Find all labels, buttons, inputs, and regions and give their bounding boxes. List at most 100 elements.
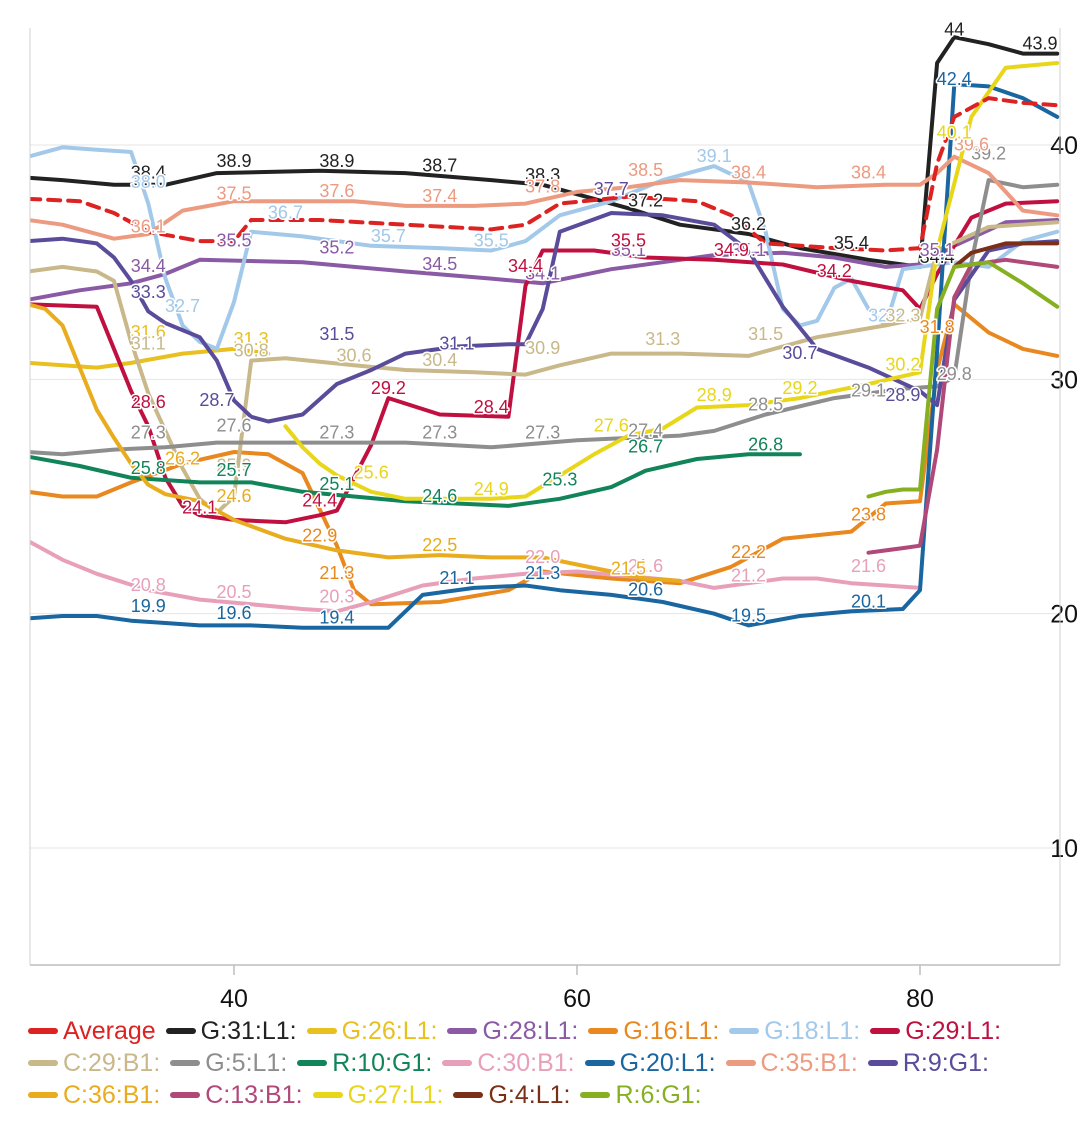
- legend-item[interactable]: G:16:L1:: [588, 1016, 719, 1046]
- data-label: 20.3: [319, 587, 354, 607]
- legend-item[interactable]: R:10:G1:: [297, 1048, 432, 1078]
- legend-label: C:29:B1:: [63, 1049, 161, 1077]
- legend-label: G:27:L1:: [347, 1081, 444, 1109]
- legend-label: G:31:L1:: [200, 1017, 297, 1045]
- legend-label: C:30:B1:: [477, 1049, 575, 1077]
- series-line-g-20-l1: [30, 82, 1060, 630]
- series-line-c-36-b1: [30, 302, 682, 583]
- legend-item[interactable]: G:5:L1:: [170, 1048, 287, 1078]
- legend-item[interactable]: G:20:L1:: [584, 1048, 716, 1078]
- data-label: 19.9: [131, 596, 166, 616]
- data-label: 34.5: [422, 254, 457, 274]
- data-label: 20.8: [131, 575, 166, 595]
- legend-label: G:26:L1:: [341, 1017, 438, 1045]
- data-label: 39.2: [971, 144, 1006, 164]
- data-label: 35.7: [371, 226, 406, 246]
- data-label: 38.5: [628, 160, 663, 180]
- legend-item[interactable]: Average: [28, 1016, 156, 1046]
- data-label: 26.8: [748, 434, 783, 454]
- data-label: 39.6: [954, 134, 989, 154]
- data-label: 36.2: [731, 214, 766, 234]
- legend-item[interactable]: C:13:B1:: [170, 1080, 303, 1110]
- data-label: 34.4: [920, 247, 955, 267]
- data-label: 27.3: [525, 423, 560, 443]
- data-label: 25.8: [131, 458, 166, 478]
- data-label: 37.8: [525, 177, 560, 197]
- legend-item[interactable]: G:26:L1:: [306, 1016, 438, 1046]
- data-label: 19.5: [731, 605, 766, 625]
- legend-swatch: [442, 1060, 473, 1066]
- legend-item[interactable]: G:4:L1:: [453, 1080, 570, 1110]
- line-chart: 38.4 38.9 38.9 38.7 38.3 37.2 36.2 35.4 34.4 44 43…: [29, 18, 1078, 1010]
- legend-swatch: [580, 1092, 611, 1098]
- data-label: 38.4: [851, 162, 886, 182]
- data-label: 40.1: [937, 123, 972, 143]
- legend-item[interactable]: R:9:G1:: [867, 1048, 989, 1078]
- legend-label: G:4:L1:: [488, 1081, 571, 1109]
- data-label: 32.3: [885, 305, 920, 325]
- legend-item[interactable]: G:18:L1:: [729, 1016, 860, 1046]
- data-label: 31.3: [234, 329, 269, 349]
- series-line-g-29-l1: [30, 199, 1060, 525]
- data-label: 32.3: [868, 305, 903, 325]
- legend-label: C:36:B1:: [63, 1081, 161, 1109]
- legend-label: G:28:L1:: [482, 1017, 579, 1045]
- data-label: 30.8: [234, 341, 269, 361]
- legend-swatch: [28, 1028, 58, 1034]
- data-label: 28.4: [474, 397, 509, 417]
- data-label: 30.4: [422, 350, 457, 370]
- data-label: 24.6: [216, 486, 251, 506]
- data-label: 27.6: [216, 416, 251, 436]
- data-label: 38.3: [525, 165, 560, 185]
- axes: 10 20 30 40 40 60 80: [29, 28, 1078, 1010]
- y-tick-label: 10: [1050, 835, 1078, 863]
- data-label: 31.3: [645, 329, 680, 349]
- data-label: 35.5: [216, 230, 251, 250]
- data-label: 31.5: [319, 324, 354, 344]
- gridlines: [30, 144, 1060, 849]
- legend-item[interactable]: C:30:B1:: [442, 1048, 575, 1078]
- data-label: 25.7: [216, 460, 251, 480]
- legend-label: G:20:L1:: [619, 1049, 716, 1077]
- data-label: 27.3: [131, 423, 166, 443]
- data-label: 31.1: [131, 334, 166, 354]
- legend-item[interactable]: C:35:B1:: [725, 1048, 858, 1078]
- data-label: 22.5: [422, 535, 457, 555]
- data-label: 27.3: [319, 423, 354, 443]
- legend-item[interactable]: G:27:L1:: [312, 1080, 444, 1110]
- data-label: 34.4: [131, 256, 166, 276]
- data-label: 38.4: [731, 162, 766, 182]
- data-label: 19.6: [216, 603, 251, 623]
- data-label: 28.7: [199, 390, 234, 410]
- data-label: 25.6: [354, 462, 389, 482]
- data-label: 38.9: [216, 151, 251, 171]
- data-label: 37.4: [422, 186, 457, 206]
- legend-item[interactable]: R:6:G1:: [580, 1080, 702, 1110]
- data-label: 27.3: [422, 423, 457, 443]
- series-line-g-18-l1: [30, 145, 1060, 351]
- legend-item[interactable]: C:36:B1:: [28, 1080, 160, 1110]
- legend-swatch: [170, 1060, 201, 1066]
- data-label: 28.5: [748, 394, 783, 414]
- x-tick-label: 60: [563, 985, 591, 1010]
- data-label: 34.4: [508, 256, 543, 276]
- data-label: 31.8: [920, 317, 955, 337]
- legend-swatch: [297, 1060, 328, 1066]
- series-line-c-30-b1: [30, 539, 922, 614]
- data-label: 19.4: [319, 608, 354, 628]
- data-label: 25.1: [319, 474, 354, 494]
- legend-item[interactable]: G:31:L1:: [165, 1016, 297, 1046]
- data-label: 20.5: [216, 582, 251, 602]
- legend-label: G:5:L1:: [205, 1049, 288, 1077]
- data-label: 35.5: [611, 230, 646, 250]
- series-line-average: [30, 96, 1060, 253]
- legend-item[interactable]: C:29:B1:: [28, 1048, 160, 1078]
- data-label: 28.9: [697, 385, 732, 405]
- legend-item[interactable]: G:29:L1:: [870, 1016, 1001, 1046]
- data-label: 37.7: [594, 179, 629, 199]
- data-label: 27.6: [216, 416, 251, 436]
- legend-swatch: [306, 1028, 337, 1034]
- legend-item[interactable]: G:28:L1:: [447, 1016, 578, 1046]
- data-label: 39.1: [697, 146, 732, 166]
- legend-swatch: [867, 1060, 898, 1066]
